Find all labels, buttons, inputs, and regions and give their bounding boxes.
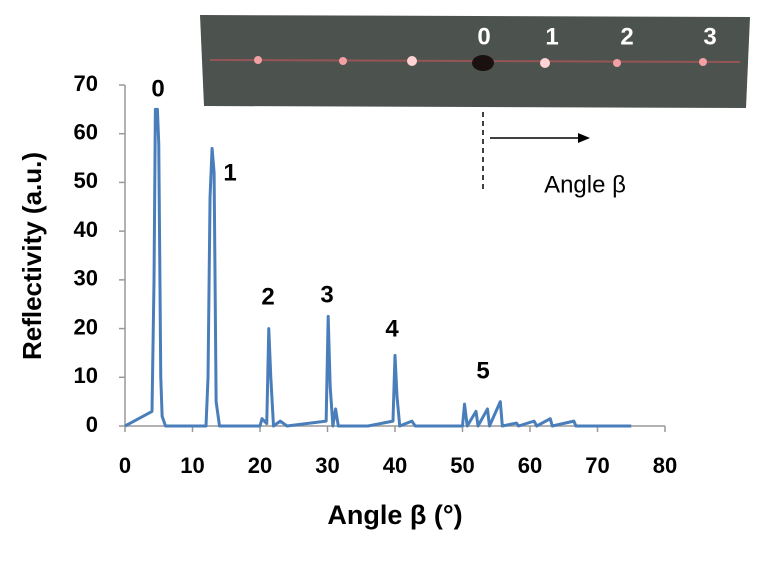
peak-label: 4 [385, 315, 399, 342]
y-tick-label: 40 [74, 217, 98, 242]
spot [613, 59, 621, 67]
peak-label: 0 [151, 75, 164, 102]
spot [540, 58, 550, 68]
x-tick-label: 70 [585, 453, 609, 478]
peak-label: 3 [320, 281, 333, 308]
y-tick-label: 50 [74, 168, 98, 193]
x-tick-label: 60 [518, 453, 542, 478]
y-tick-label: 20 [74, 314, 98, 339]
x-tick-label: 40 [383, 453, 407, 478]
spot [699, 58, 707, 66]
x-tick-label: 10 [180, 453, 204, 478]
y-axis-label: Reflectivity (a.u.) [17, 152, 47, 360]
x-tick-label: 80 [653, 453, 677, 478]
peak-label: 5 [476, 357, 489, 384]
x-tick-label: 50 [450, 453, 474, 478]
inset-photo: 0 1 2 3 [200, 15, 750, 108]
y-tick-label: 60 [74, 120, 98, 145]
y-tick-label: 10 [74, 363, 98, 388]
peak-label: 1 [223, 159, 236, 186]
spot [254, 56, 262, 64]
y-tick-label: 30 [74, 266, 98, 291]
inset-label: 3 [703, 23, 716, 50]
arrow-head [578, 133, 590, 143]
arrow-label: Angle β [544, 171, 626, 198]
y-tick-label: 70 [74, 71, 98, 96]
data-line [124, 107, 632, 428]
x-tick-label: 0 [119, 453, 131, 478]
spot [339, 57, 347, 65]
inset-label: 2 [620, 23, 633, 50]
inset-label: 1 [545, 23, 558, 50]
peak-label: 2 [261, 283, 274, 310]
inset-label: 0 [477, 23, 490, 50]
x-tick-label: 30 [315, 453, 339, 478]
x-tick-label: 20 [248, 453, 272, 478]
spot [407, 56, 417, 66]
spot-center [472, 55, 494, 71]
x-axis-label: Angle β (°) [327, 500, 462, 530]
y-tick-label: 0 [86, 412, 98, 437]
